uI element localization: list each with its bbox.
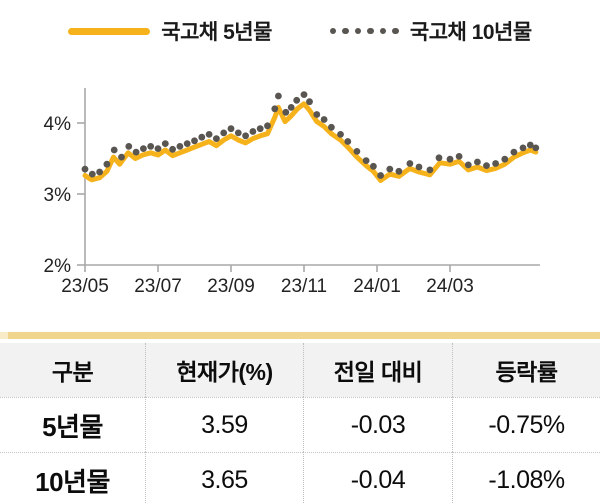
table-row-5y-change-rate: -0.75%	[452, 397, 600, 452]
chart-legend: 국고채 5년물 국고채 10년물	[0, 16, 600, 46]
table-header-current: 현재가(%)	[145, 343, 303, 397]
y-axis-tick-label: 2%	[44, 256, 72, 277]
x-axis-tick-label: 23/09	[207, 276, 255, 297]
table-header-day-change: 전일 대비	[303, 343, 452, 397]
legend-line-swatch-icon	[68, 27, 151, 35]
legend-dots-swatch-icon	[329, 27, 399, 35]
yield-line-chart: 4% 3% 2%23/05 23/07 23/09 23/11 24/01 24/03	[44, 88, 540, 297]
table-row-5y-day-change: -0.03	[303, 397, 452, 452]
legend-label-10y: 국고채 10년물	[409, 21, 532, 44]
series-10y-dots	[81, 91, 540, 179]
x-axis-tick-label: 23/05	[61, 276, 109, 297]
table-row-10y-day-change: -0.04	[303, 452, 452, 504]
bond-table: 구분 현재가(%) 전일 대비 등락률 5년물 3.59 -0.03 -0.75…	[0, 343, 600, 504]
legend-label-5y: 국고채 5년물	[161, 21, 272, 44]
series-5y-line	[82, 101, 539, 183]
table-row-5y-current: 3.59	[145, 397, 303, 452]
legend-item-ktb-10y: 국고채 10년물	[329, 16, 532, 46]
table-header-category: 구분	[0, 343, 145, 397]
x-axis-tick-label: 24/01	[353, 276, 401, 297]
axes: 4% 3% 2%23/05 23/07 23/09 23/11 24/01 24/03	[44, 88, 540, 297]
table-accent-bar	[0, 332, 600, 339]
table-row-10y-label: 10년물	[0, 452, 145, 504]
table-row-10y-change-rate: -1.08%	[452, 452, 600, 504]
table-row-5y-label: 5년물	[0, 397, 145, 452]
table-accent-bar-cap	[0, 332, 8, 339]
y-axis-tick-label: 3%	[44, 185, 72, 206]
x-axis-tick-label: 23/11	[281, 276, 327, 297]
table-row-10y-current: 3.65	[145, 452, 303, 504]
table-header-change-rate: 등락률	[452, 343, 600, 397]
x-axis-tick-label: 23/07	[134, 276, 182, 297]
x-axis-tick-label: 24/03	[426, 276, 474, 297]
y-axis-tick-label: 4%	[44, 114, 72, 135]
legend-item-ktb-5y: 국고채 5년물	[68, 16, 272, 46]
